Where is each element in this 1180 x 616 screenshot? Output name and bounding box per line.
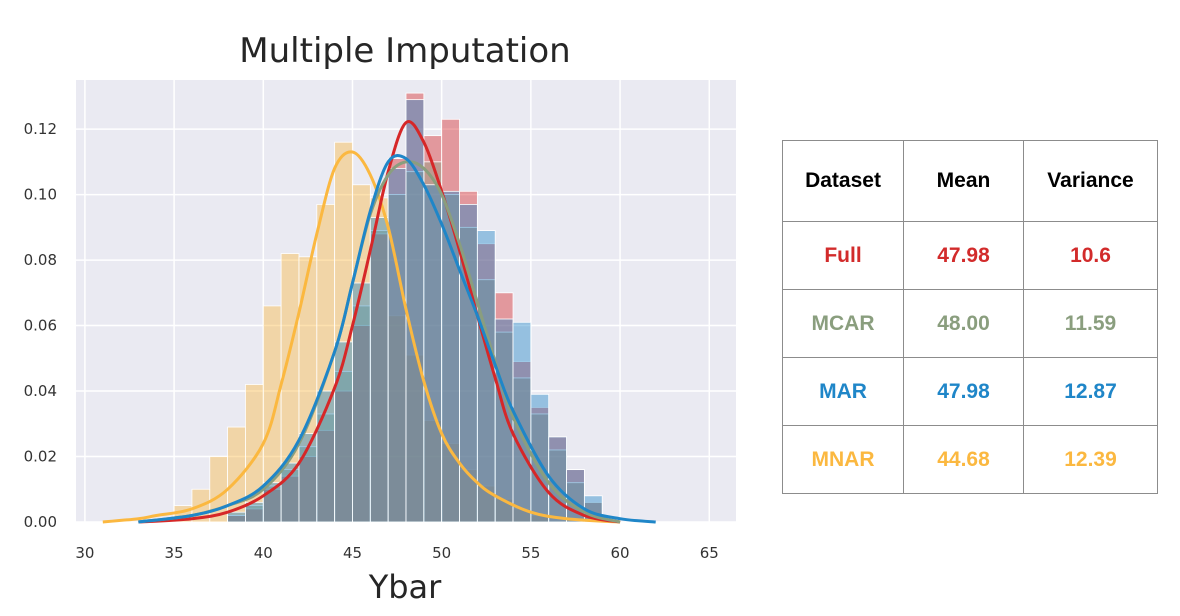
cell-mean: 47.98 (903, 357, 1024, 426)
cell-dataset: MCAR (782, 289, 904, 358)
y-tick-label: 0.08 (24, 251, 57, 269)
table-row: MAR 47.98 12.87 (782, 357, 1158, 426)
x-tick-label: 60 (611, 544, 630, 562)
histogram-bar (387, 167, 407, 523)
cell-variance: 10.6 (1023, 221, 1158, 290)
table-row: MCAR 48.00 11.59 (782, 289, 1158, 358)
cell-dataset: MNAR (782, 425, 904, 494)
y-tick-label: 0.10 (24, 186, 57, 204)
cell-dataset: Full (782, 221, 904, 290)
table-body: Full 47.98 10.6 MCAR 48.00 11.59 MAR 47.… (782, 221, 1158, 494)
header-variance: Variance (1023, 140, 1158, 222)
kde-curve (138, 154, 656, 524)
cell-variance: 11.59 (1023, 289, 1158, 358)
histogram-bar (227, 511, 246, 523)
x-tick-label: 30 (75, 544, 94, 562)
histogram-bar (369, 217, 389, 523)
x-tick-label: 35 (165, 544, 184, 562)
histogram-bar (280, 462, 300, 523)
cell-mean: 47.98 (903, 221, 1024, 290)
histogram-bar (494, 318, 514, 523)
stats-table: Dataset Mean Variance Full 47.98 10.6 MC… (782, 140, 1158, 494)
header-mean: Mean (903, 140, 1024, 222)
x-tick-label: 50 (432, 544, 451, 562)
table-row: MNAR 44.68 12.39 (782, 425, 1158, 494)
y-tick-labels: 0.00 0.02 0.04 0.06 0.08 0.10 0.12 (24, 120, 57, 531)
y-tick-label: 0.12 (24, 120, 57, 138)
histogram-bar (423, 184, 443, 523)
cell-mean: 44.68 (903, 425, 1024, 494)
y-tick-label: 0.04 (24, 382, 57, 400)
kde-curve (138, 120, 621, 524)
x-tick-labels: 30 35 40 45 50 55 60 65 (75, 544, 718, 562)
cell-dataset: MAR (782, 357, 904, 426)
header-dataset: Dataset (782, 140, 904, 222)
kde-curve (138, 160, 621, 524)
cell-mean: 48.00 (903, 289, 1024, 358)
histogram-bars (173, 92, 603, 523)
histogram-bar (334, 341, 353, 523)
y-tick-label: 0.00 (24, 513, 57, 531)
table-row: Full 47.98 10.6 (782, 221, 1158, 290)
y-tick-label: 0.06 (24, 317, 57, 335)
histogram-chart: 30 35 40 45 50 55 60 65 0.00 0.02 0.04 0.06 0.08 0.1… (24, 31, 736, 606)
cell-variance: 12.39 (1023, 425, 1158, 494)
x-tick-label: 55 (521, 544, 540, 562)
x-tick-label: 45 (343, 544, 362, 562)
table-header-row: Dataset Mean Variance (782, 140, 1158, 222)
x-axis-label: Ybar (368, 568, 442, 606)
x-tick-label: 65 (700, 544, 719, 562)
x-tick-label: 40 (254, 544, 273, 562)
chart-title: Multiple Imputation (239, 31, 570, 71)
y-tick-label: 0.02 (24, 448, 57, 466)
kde-curves (102, 120, 656, 524)
cell-variance: 12.87 (1023, 357, 1158, 426)
histogram-bar (476, 230, 496, 523)
kde-curve (102, 150, 621, 524)
